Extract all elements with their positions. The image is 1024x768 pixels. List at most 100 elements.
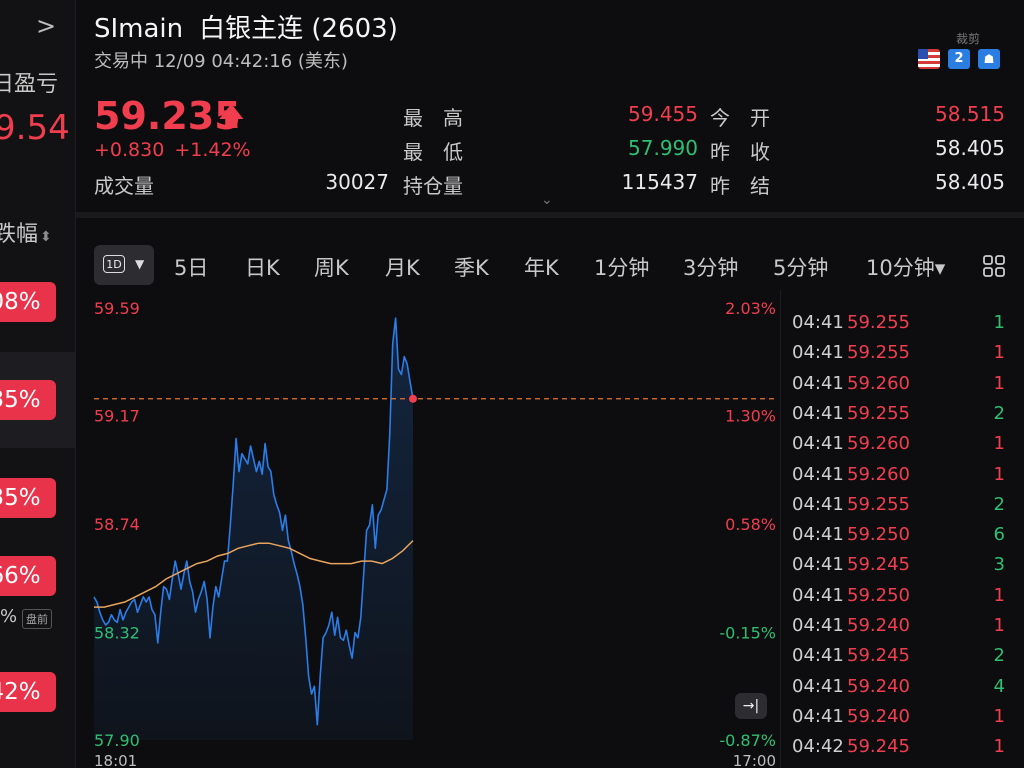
tab-daily-k[interactable]: 日K — [245, 256, 280, 280]
trade-row: 04:41 59.260 1 — [781, 464, 1024, 494]
tab-monthly-k[interactable]: 月K — [385, 256, 420, 280]
instrument-title: SImain 白银主连 (2603) — [94, 8, 398, 45]
section-divider — [76, 212, 1024, 218]
pct-fragment: % — [0, 606, 18, 627]
price-area-fill — [94, 318, 413, 740]
trade-price: 59.240 — [847, 705, 910, 727]
trade-row: 04:41 59.250 6 — [781, 524, 1024, 554]
tab-weekly-k[interactable]: 周K — [314, 256, 349, 280]
tab-5day[interactable]: 5日 — [174, 256, 209, 280]
trade-price: 59.260 — [847, 433, 910, 455]
trade-time: 04:42 — [792, 736, 844, 758]
pre-market-tag: 盘前 — [22, 609, 52, 629]
trade-time: 04:41 — [792, 705, 844, 727]
trade-volume: 2 — [993, 402, 1005, 424]
change-badge[interactable]: 66% — [0, 556, 56, 596]
trade-row: 04:41 59.255 2 — [781, 494, 1024, 524]
y-axis-price-tick: 59.59 — [94, 299, 140, 318]
y-axis-percent-tick: -0.87% — [719, 731, 776, 750]
jump-to-latest-button[interactable]: →| — [735, 693, 767, 719]
change-amount: +0.830 — [94, 139, 165, 161]
expand-chevron-icon[interactable]: > — [36, 12, 57, 40]
low-label: 最 低 — [403, 140, 463, 164]
trade-price: 59.250 — [847, 584, 910, 606]
expand-quote-icon[interactable]: ⌄ — [541, 192, 553, 208]
period-1d-label: 1D — [103, 255, 125, 273]
trade-volume: 1 — [993, 433, 1005, 455]
high-label: 最 高 — [403, 106, 463, 130]
prev-settle-label: 昨 结 — [710, 174, 770, 198]
change-percent: +1.42% — [174, 139, 251, 161]
up-arrow-icon: 🡅 — [218, 102, 245, 132]
trade-volume: 6 — [993, 524, 1005, 546]
volume-value: 30027 — [325, 170, 389, 194]
y-axis-price-tick: 59.17 — [94, 406, 140, 425]
trade-time: 04:41 — [792, 312, 844, 333]
low-value: 57.990 — [628, 136, 698, 160]
trade-time: 04:41 — [792, 433, 844, 455]
trade-price: 59.245 — [847, 645, 910, 667]
trade-price: 59.240 — [847, 675, 910, 697]
trade-row: 04:41 59.255 1 — [781, 312, 1024, 342]
tab-quarterly-k[interactable]: 季K — [454, 256, 489, 280]
trade-volume: 1 — [993, 312, 1005, 333]
sort-change-header[interactable]: 跌幅⬍ — [0, 216, 52, 248]
price-line — [93, 317, 414, 726]
trade-volume: 3 — [993, 554, 1005, 576]
trade-time: 04:41 — [792, 584, 844, 606]
x-axis-end-tick: 17:00 — [733, 752, 776, 768]
trade-volume: 1 — [993, 705, 1005, 727]
tab-1min[interactable]: 1分钟 — [594, 256, 650, 280]
level2-icon[interactable]: 2 — [948, 49, 970, 69]
watchlist-panel: > 日盈亏 9.54 跌幅⬍ 08% 35% 35% 66% % 盘前 42% — [0, 0, 76, 768]
instrument-name: 白银主连 (2603) — [199, 14, 398, 44]
y-axis-percent-tick: -0.15% — [719, 624, 776, 643]
y-axis-percent-tick: 1.30% — [725, 406, 776, 425]
trade-ticker-list[interactable]: 04:41 59.255 1 04:41 59.255 1 04:41 59.260 1 04:4… — [780, 290, 1024, 768]
tab-10min[interactable]: 10分钟▾ — [866, 256, 946, 280]
price-change: +0.830 +1.42% — [94, 139, 251, 161]
layout-grid-icon[interactable] — [982, 254, 1006, 278]
trade-row: 04:41 59.260 1 — [781, 373, 1024, 403]
open-value: 58.515 — [935, 102, 1005, 126]
trade-row: 04:41 59.250 1 — [781, 585, 1024, 615]
daily-pl-value: 9.54 — [0, 108, 70, 148]
trade-time: 04:41 — [792, 615, 844, 636]
trade-time: 04:41 — [792, 554, 844, 576]
symbol-code: SImain — [94, 14, 184, 44]
prev-settle-value: 58.405 — [935, 170, 1005, 194]
x-axis-start-tick: 18:01 — [94, 752, 137, 768]
trade-volume: 4 — [993, 675, 1005, 697]
y-axis-percent-tick: 2.03% — [725, 299, 776, 318]
trade-price: 59.245 — [847, 736, 910, 758]
trade-time: 04:41 — [792, 645, 844, 667]
trade-time: 04:41 — [792, 493, 844, 515]
trade-row: 04:41 59.245 2 — [781, 645, 1024, 675]
y-axis-percent-tick: 0.58% — [725, 515, 776, 534]
tab-yearly-k[interactable]: 年K — [524, 256, 559, 280]
average-price-line — [94, 540, 414, 608]
trade-price: 59.255 — [847, 493, 910, 515]
trade-price: 59.260 — [847, 463, 910, 485]
trade-volume: 2 — [993, 493, 1005, 515]
tab-3min[interactable]: 3分钟 — [683, 256, 739, 280]
period-1d-selector[interactable]: 1D ▼ — [94, 245, 154, 285]
last-price-dot — [409, 394, 417, 403]
intraday-chart[interactable]: 59.59 59.17 58.74 58.32 57.90 2.03% 1.30% 0.58%… — [76, 290, 778, 768]
tab-5min[interactable]: 5分钟 — [773, 256, 829, 280]
open-interest-value: 115437 — [621, 170, 698, 194]
trade-row: 04:41 59.255 1 — [781, 342, 1024, 372]
market-depth-icon[interactable]: ☗ — [978, 49, 1000, 69]
sort-change-label: 跌幅 — [0, 222, 39, 247]
open-label: 今 开 — [710, 106, 770, 130]
change-badge[interactable]: 08% — [0, 282, 56, 322]
trade-row: 04:41 59.240 4 — [781, 676, 1024, 706]
change-badge[interactable]: 42% — [0, 672, 56, 712]
crop-label[interactable]: 裁剪 — [956, 32, 981, 46]
change-badge[interactable]: 35% — [0, 478, 56, 518]
high-value: 59.455 — [628, 102, 698, 126]
change-badge[interactable]: 35% — [0, 380, 56, 420]
trade-volume: 1 — [993, 615, 1005, 636]
trade-price: 59.260 — [847, 372, 910, 394]
prev-close-value: 58.405 — [935, 136, 1005, 160]
